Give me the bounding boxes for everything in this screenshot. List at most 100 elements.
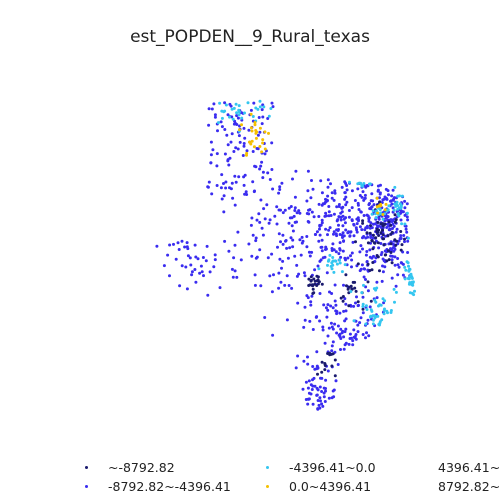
data-point [289,205,293,208]
data-point [327,396,331,400]
data-point [307,212,311,216]
data-point [360,291,364,295]
data-point [337,228,340,231]
data-point [224,186,228,190]
data-point [258,130,262,134]
data-point [350,287,354,291]
data-point [349,284,353,288]
data-point [358,321,362,325]
data-point [377,228,381,232]
data-point [371,261,375,264]
data-point [284,239,287,243]
data-point [311,378,314,382]
data-point [270,141,274,145]
data-point [336,324,340,328]
data-point [333,358,337,362]
data-point [262,207,266,211]
data-point [311,328,315,331]
data-point [366,318,370,322]
data-point [347,230,351,234]
data-point [344,309,348,313]
data-point [328,290,331,294]
data-point [326,233,329,237]
data-point [220,109,224,113]
data-point [393,220,397,224]
data-point [389,223,393,227]
data-point [245,149,249,153]
data-point [267,131,270,135]
data-point [362,214,366,217]
data-point [331,327,335,331]
data-point [403,265,407,269]
data-point [308,254,312,258]
data-point [352,223,356,227]
data-point [240,123,243,127]
data-point [180,264,184,268]
data-point [331,340,335,344]
data-point [356,330,360,334]
data-point [379,183,382,187]
data-point [321,328,325,332]
data-point [330,191,334,195]
data-point [406,261,410,265]
data-point [356,187,360,191]
data-point [245,153,248,157]
data-point [340,185,344,189]
data-point [350,206,354,210]
data-point [220,125,224,129]
data-point [393,213,397,217]
data-point [311,284,315,288]
data-point [366,280,370,284]
data-point [375,254,379,257]
data-point [361,219,365,223]
data-point [266,117,270,120]
data-point [313,233,317,236]
data-point [326,178,330,182]
data-point [338,332,342,336]
data-point [329,264,333,268]
data-point [334,379,338,383]
data-point [288,216,292,220]
data-point [363,267,367,271]
data-point [355,230,359,234]
data-point [345,284,348,288]
data-point [262,105,266,109]
data-point [389,199,392,203]
data-point [291,229,295,233]
legend-label: -4396.41~0.0 [289,460,376,475]
data-point [332,232,335,236]
data-point [258,145,262,148]
data-point [324,378,328,382]
data-point [258,105,262,109]
data-point [232,106,236,110]
data-point [194,280,198,284]
data-point [232,150,236,153]
data-point [399,218,403,222]
data-point [343,197,347,201]
data-point [317,239,321,243]
data-point [318,406,322,410]
data-point [370,192,374,196]
data-point [350,258,354,262]
data-point [359,316,363,320]
data-point [338,241,342,245]
data-point [255,130,259,134]
data-point [330,196,334,200]
data-point [257,212,261,216]
data-point [267,221,271,225]
data-point [296,354,300,358]
data-point [193,268,197,271]
data-point [396,257,400,260]
data-point [354,333,358,336]
data-point [356,300,360,304]
data-point [238,128,241,132]
data-point [371,322,375,326]
data-point [312,215,316,219]
data-point [397,265,401,269]
data-point [252,101,256,105]
data-point [209,161,213,165]
data-point [302,271,306,275]
data-point [324,387,327,390]
data-point [317,403,321,407]
data-point [382,312,386,316]
